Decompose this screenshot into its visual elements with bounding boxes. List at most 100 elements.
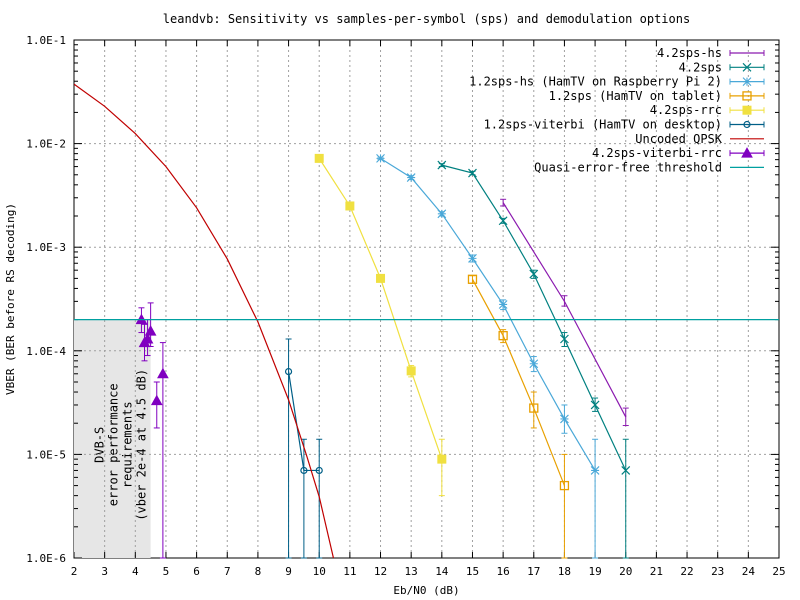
plot-frame bbox=[73, 39, 780, 559]
annotation-line: requirements bbox=[120, 401, 134, 488]
series-3 bbox=[467, 274, 570, 559]
data-point bbox=[498, 300, 508, 309]
data-point bbox=[144, 325, 157, 336]
annotation-text: DVB-Serror performancerequirements(vber … bbox=[92, 369, 148, 521]
series-layer bbox=[74, 83, 779, 559]
legend-marker bbox=[741, 147, 753, 158]
data-point bbox=[560, 334, 569, 344]
series-4 bbox=[314, 153, 447, 497]
legend-marker bbox=[742, 91, 752, 101]
data-point bbox=[437, 209, 447, 219]
series-0 bbox=[500, 198, 629, 427]
series-2 bbox=[376, 153, 600, 559]
data-point bbox=[345, 201, 355, 211]
y-tick-label: 1.0E-2 bbox=[26, 138, 66, 151]
x-tick-label: 12 bbox=[374, 565, 387, 578]
x-tick-label: 2 bbox=[71, 565, 78, 578]
annotation-layer: DVB-Serror performancerequirements(vber … bbox=[74, 319, 151, 558]
data-point bbox=[141, 332, 154, 344]
x-tick-label: 5 bbox=[163, 565, 170, 578]
data-point bbox=[467, 274, 478, 284]
x-tick-label: 10 bbox=[313, 565, 326, 578]
axis-layer: 2 3 4 5 6 7 8 9 10 11 12 13 14 15 16 17 18 19 20 21 22 23 24 25… bbox=[26, 34, 785, 578]
data-point bbox=[559, 480, 570, 491]
data-point bbox=[437, 160, 447, 170]
legend-label: 4.2sps bbox=[679, 60, 722, 74]
legend-label: 4.2sps-rrc bbox=[650, 103, 722, 117]
data-point bbox=[468, 168, 477, 178]
legend-label: 4.2sps-hs bbox=[657, 46, 722, 60]
x-tick-label: 25 bbox=[772, 565, 785, 578]
data-point bbox=[468, 253, 477, 263]
data-point bbox=[284, 367, 293, 376]
data-point bbox=[315, 466, 323, 475]
chart-title: leandvb: Sensitivity vs samples-per-symb… bbox=[163, 12, 690, 26]
x-tick-label: 23 bbox=[711, 565, 724, 578]
data-point bbox=[498, 331, 508, 341]
data-point bbox=[150, 394, 163, 406]
x-tick-label: 19 bbox=[588, 565, 601, 578]
legend-label: 1.2sps-viterbi (HamTV on desktop) bbox=[484, 118, 722, 132]
data-point bbox=[300, 466, 308, 475]
x-tick-label: 16 bbox=[497, 565, 510, 578]
series-6 bbox=[74, 83, 335, 558]
x-tick-label: 22 bbox=[680, 565, 693, 578]
data-point bbox=[376, 273, 386, 283]
x-tick-label: 14 bbox=[435, 565, 449, 578]
x-tick-label: 18 bbox=[558, 565, 571, 578]
data-point bbox=[406, 173, 416, 182]
data-point bbox=[529, 403, 539, 413]
x-tick-label: 17 bbox=[527, 565, 540, 578]
series-7 bbox=[135, 302, 169, 559]
legend-label: Uncoded QPSK bbox=[635, 132, 722, 146]
annotation-line: error performance bbox=[106, 383, 120, 506]
legend-label: 1.2sps (HamTV on tablet) bbox=[549, 89, 722, 103]
data-point bbox=[437, 454, 447, 464]
x-tick-label: 7 bbox=[224, 565, 231, 578]
data-point bbox=[314, 153, 324, 163]
x-tick-label: 11 bbox=[343, 565, 356, 578]
data-point bbox=[529, 359, 539, 369]
y-tick-label: 1.0E-1 bbox=[26, 34, 66, 47]
legend-label: Quasi-error-free threshold bbox=[534, 160, 722, 174]
data-point bbox=[529, 269, 539, 279]
legend-label: 1.2sps-hs (HamTV on Raspberry Pi 2) bbox=[469, 75, 722, 89]
series-1 bbox=[437, 160, 631, 559]
series-line bbox=[380, 157, 596, 471]
legend-marker bbox=[742, 105, 752, 115]
y-tick-label: 1.0E-5 bbox=[26, 448, 66, 461]
data-point bbox=[376, 153, 385, 163]
data-point bbox=[157, 367, 169, 379]
x-tick-label: 21 bbox=[650, 565, 663, 578]
x-tick-label: 9 bbox=[285, 565, 292, 578]
x-tick-label: 15 bbox=[466, 565, 479, 578]
legend-marker bbox=[742, 77, 752, 86]
legend-marker bbox=[743, 120, 751, 129]
y-tick-label: 1.0E-4 bbox=[26, 345, 66, 358]
data-point bbox=[590, 466, 600, 475]
x-tick-label: 20 bbox=[619, 565, 632, 578]
y-axis-label: VBER (BER before RS decoding) bbox=[4, 203, 17, 395]
x-tick-label: 6 bbox=[193, 565, 200, 578]
x-tick-label: 4 bbox=[132, 565, 139, 578]
annotation-line: (vber 2e-4 at 4.5 dB) bbox=[134, 369, 148, 521]
series-line bbox=[74, 83, 335, 558]
x-tick-label: 24 bbox=[742, 565, 756, 578]
x-axis-label: Eb/N0 (dB) bbox=[393, 584, 459, 597]
legend-marker bbox=[742, 62, 752, 72]
data-point bbox=[560, 414, 569, 424]
x-tick-label: 8 bbox=[255, 565, 262, 578]
data-point bbox=[406, 366, 416, 376]
y-tick-label: 1.0E-6 bbox=[26, 552, 66, 565]
x-tick-label: 3 bbox=[101, 565, 108, 578]
y-tick-label: 1.0E-3 bbox=[26, 241, 66, 254]
annotation-line: DVB-S bbox=[92, 427, 106, 463]
data-point bbox=[590, 400, 600, 410]
data-point bbox=[621, 466, 631, 475]
series-line bbox=[471, 279, 565, 486]
data-point bbox=[498, 216, 508, 226]
legend-label: 4.2sps-viterbi-rrc bbox=[592, 146, 722, 160]
annotation-region bbox=[74, 319, 151, 558]
